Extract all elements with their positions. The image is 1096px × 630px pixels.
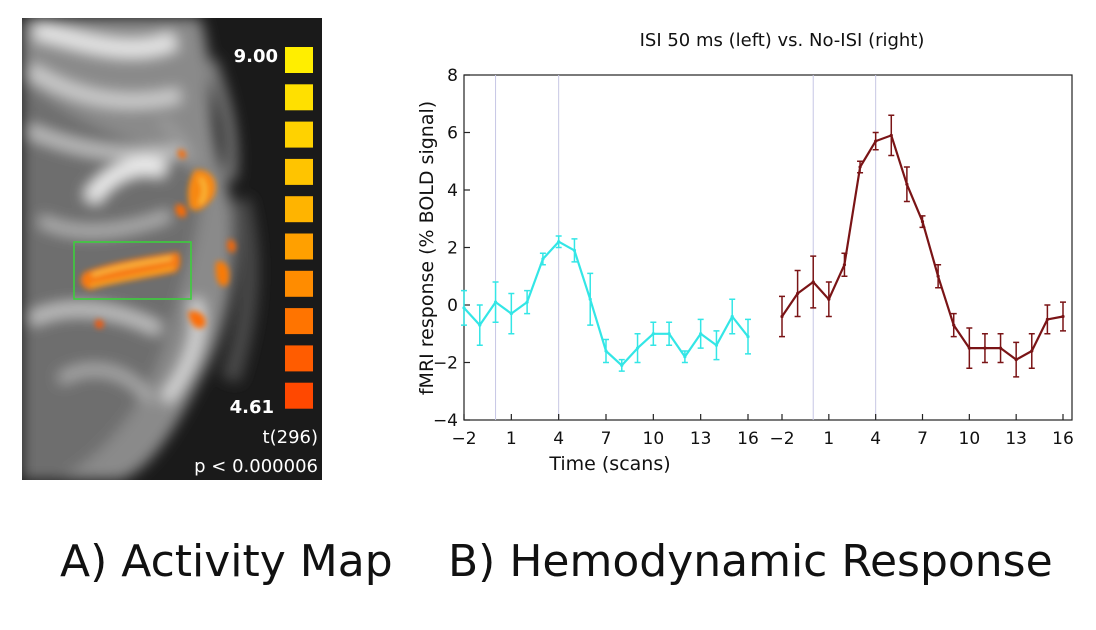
data-point — [780, 314, 784, 319]
x-tick-label: −2 — [451, 429, 476, 449]
data-point — [842, 263, 847, 267]
y-tick-label: 0 — [447, 296, 458, 316]
data-point — [635, 346, 640, 350]
data-point — [1061, 314, 1065, 319]
y-tick-label: 4 — [447, 181, 458, 201]
colorbar-swatch — [285, 382, 313, 409]
x-tick-label: 7 — [917, 429, 928, 449]
data-point — [858, 165, 862, 169]
data-point — [557, 240, 561, 244]
data-point — [620, 363, 624, 367]
colorbar-swatch — [285, 84, 313, 111]
y-tick-label: −2 — [433, 354, 458, 374]
data-point — [920, 220, 925, 224]
y-tick-label: 2 — [447, 239, 458, 259]
x-tick-label: 16 — [737, 429, 759, 449]
data-point — [1014, 358, 1018, 362]
y-tick-label: 8 — [447, 66, 458, 86]
y-tick-label: −4 — [433, 411, 458, 431]
data-point — [967, 346, 971, 350]
x-tick-label: 10 — [643, 429, 665, 449]
data-point — [541, 257, 545, 261]
x-tick-label: 1 — [823, 429, 834, 449]
series-line — [781, 134, 1064, 361]
data-point — [936, 274, 940, 278]
activation-clusters — [80, 149, 236, 329]
statistic-label: t(296) — [263, 427, 318, 448]
data-point — [683, 355, 687, 359]
data-point — [983, 346, 987, 350]
series-right — [779, 114, 1066, 378]
hemodynamic-response-chart: ISI 50 ms (left) vs. No-ISI (right) fMRI… — [416, 30, 1074, 475]
colorbar — [285, 47, 313, 409]
data-point — [572, 248, 577, 252]
chart-title: ISI 50 ms (left) vs. No-ISI (right) — [640, 30, 925, 51]
colorbar-swatch — [285, 345, 313, 372]
colorbar-swatch — [285, 47, 313, 73]
x-axis-label: Time (scans) — [548, 453, 670, 475]
data-point — [874, 139, 878, 143]
colorbar-swatch — [285, 233, 313, 260]
x-tick-label: 1 — [506, 429, 517, 449]
data-point — [714, 343, 719, 347]
data-point — [730, 314, 734, 319]
brain-slice-image — [22, 18, 322, 480]
data-point — [493, 300, 498, 304]
colorbar-swatch — [285, 158, 313, 185]
data-point — [588, 297, 592, 301]
y-axis-label: fMRI response (% BOLD signal) — [416, 101, 438, 395]
data-point — [1030, 349, 1034, 353]
x-tick-label: −2 — [769, 429, 794, 449]
data-point — [998, 346, 1003, 350]
data-point — [604, 349, 608, 353]
data-point — [478, 323, 482, 327]
colorbar-min-label: 4.61 — [230, 397, 274, 418]
p-value-label: p < 0.000006 — [194, 456, 318, 477]
data-point — [905, 182, 909, 186]
data-point — [699, 332, 703, 336]
data-point — [462, 306, 466, 310]
data-point — [1045, 317, 1049, 321]
data-point — [796, 291, 800, 296]
x-tick-label: 13 — [690, 429, 712, 449]
colorbar-swatch — [285, 121, 313, 148]
colorbar-swatch — [285, 308, 313, 335]
roi-box — [73, 241, 192, 300]
data-point — [667, 332, 671, 336]
data-point — [746, 335, 750, 339]
data-point — [952, 323, 956, 327]
data-point — [651, 332, 655, 336]
data-point — [525, 300, 529, 304]
x-tick-label: 13 — [1005, 429, 1027, 449]
colorbar-swatch — [285, 196, 313, 223]
data-point — [811, 280, 815, 284]
x-tick-label: 10 — [959, 429, 981, 449]
colorbar-swatch — [285, 270, 313, 297]
x-tick-label: 7 — [601, 429, 612, 449]
caption-hemodynamic-response: B) Hemodynamic Response — [448, 536, 1053, 587]
y-tick-label: 6 — [447, 124, 458, 144]
x-tick-label: 4 — [870, 429, 881, 449]
plot-frame — [463, 74, 1073, 421]
x-tick-label: 16 — [1052, 429, 1074, 449]
x-tick-label: 4 — [553, 429, 564, 449]
data-point — [509, 312, 513, 316]
caption-activity-map: A) Activity Map — [60, 536, 393, 587]
series-left — [461, 235, 751, 372]
data-point — [827, 297, 831, 301]
activity-map-panel: 9.00 4.61 t(296) p < 0.000006 — [22, 18, 322, 480]
data-point — [889, 133, 893, 137]
colorbar-max-label: 9.00 — [234, 46, 278, 67]
